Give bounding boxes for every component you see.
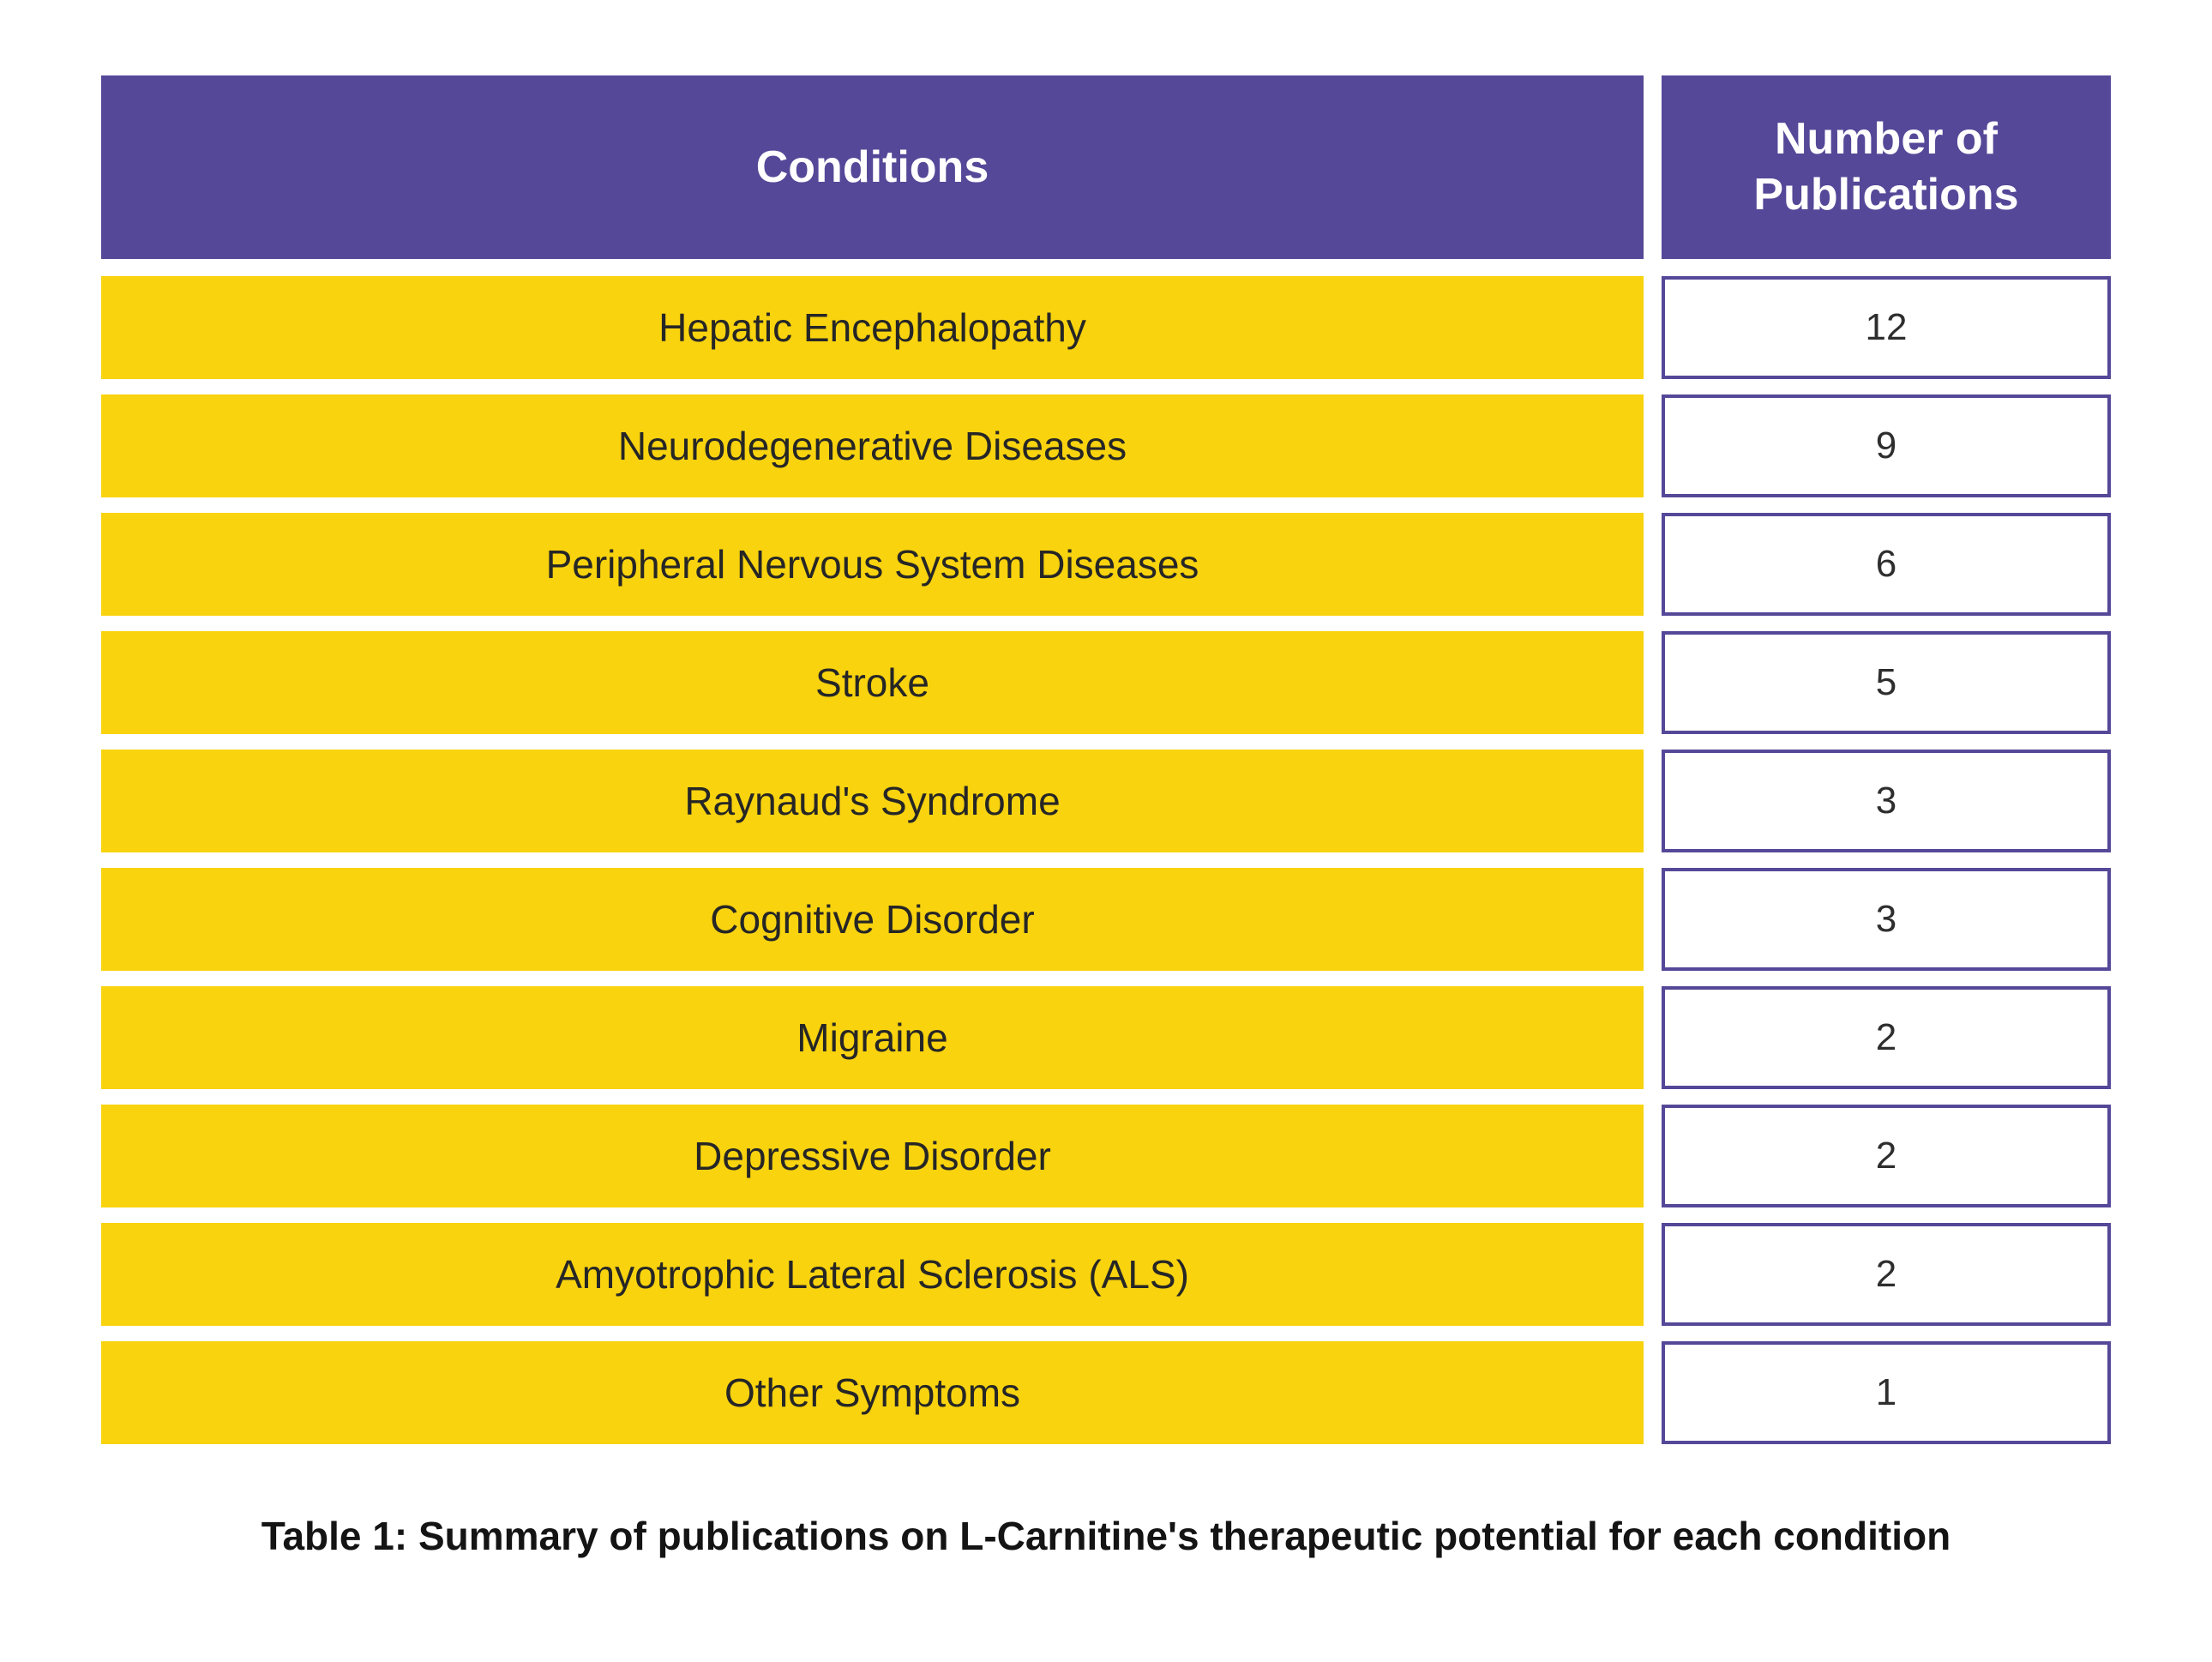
header-row: Conditions Number of Publications (101, 75, 2111, 259)
condition-cell: Peripheral Nervous System Diseases (101, 513, 1644, 616)
condition-cell: Neurodegenerative Diseases (101, 394, 1644, 497)
conditions-header: Conditions (101, 75, 1644, 259)
publications-cell: 12 (1662, 276, 2111, 379)
condition-cell: Migraine (101, 986, 1644, 1089)
condition-cell: Stroke (101, 631, 1644, 734)
publications-cell: 6 (1662, 513, 2111, 616)
table-row: Amyotrophic Lateral Sclerosis (ALS) 2 (101, 1223, 2111, 1326)
publications-table: Conditions Number of Publications Hepati… (101, 75, 2111, 1460)
table-row: Migraine 2 (101, 986, 2111, 1089)
publications-cell: 1 (1662, 1341, 2111, 1444)
publications-cell: 3 (1662, 868, 2111, 971)
publications-cell: 2 (1662, 1105, 2111, 1207)
table-row: Peripheral Nervous System Diseases 6 (101, 513, 2111, 616)
publications-cell: 5 (1662, 631, 2111, 734)
table-caption: Table 1: Summary of publications on L-Ca… (261, 1514, 1951, 1558)
publications-header: Number of Publications (1662, 75, 2111, 259)
table-row: Other Symptoms 1 (101, 1341, 2111, 1444)
table-row: Stroke 5 (101, 631, 2111, 734)
table-row: Cognitive Disorder 3 (101, 868, 2111, 971)
condition-cell: Amyotrophic Lateral Sclerosis (ALS) (101, 1223, 1644, 1326)
condition-cell: Hepatic Encephalopathy (101, 276, 1644, 379)
publications-cell: 2 (1662, 1223, 2111, 1326)
publications-cell: 2 (1662, 986, 2111, 1089)
table-row: Hepatic Encephalopathy 12 (101, 276, 2111, 379)
publications-cell: 3 (1662, 750, 2111, 852)
condition-cell: Other Symptoms (101, 1341, 1644, 1444)
table-rows: Hepatic Encephalopathy 12 Neurodegenerat… (101, 276, 2111, 1444)
table-row: Neurodegenerative Diseases 9 (101, 394, 2111, 497)
condition-cell: Raynaud's Syndrome (101, 750, 1644, 852)
table-row: Depressive Disorder 2 (101, 1105, 2111, 1207)
publications-cell: 9 (1662, 394, 2111, 497)
condition-cell: Cognitive Disorder (101, 868, 1644, 971)
table-row: Raynaud's Syndrome 3 (101, 750, 2111, 852)
condition-cell: Depressive Disorder (101, 1105, 1644, 1207)
